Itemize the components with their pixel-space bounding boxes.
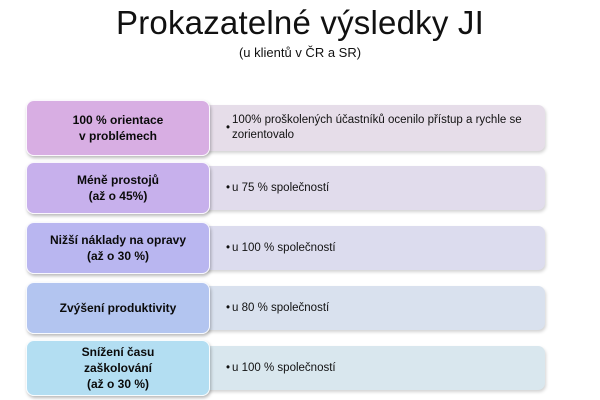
result-description-box: • u 80 % společností (200, 286, 545, 330)
result-description-text: u 100 % společností (232, 241, 336, 254)
result-label-text: Méně prostojů (až o 45%) (76, 173, 159, 203)
result-description-box: • u 100 % společností (200, 346, 545, 390)
result-label-box: Nižší náklady na opravy (až o 30 %) (26, 222, 210, 274)
result-description-text: u 80 % společností (232, 301, 330, 314)
result-description-text: u 75 % společností (232, 181, 330, 194)
result-label-box: Méně prostojů (až o 45%) (26, 162, 210, 214)
result-label-text: Snížení času zaškolování (až o 30 %) (81, 345, 155, 391)
result-description-box: • u 75 % společností (200, 166, 545, 210)
result-label-text: Zvýšení produktivity (59, 301, 177, 315)
result-description-text: 100% proškolených účastníků ocenilo přís… (232, 114, 522, 141)
result-label-box: Snížení času zaškolování (až o 30 %) (26, 340, 210, 396)
result-description-text: u 100 % společností (232, 361, 336, 374)
result-label-text: Nižší náklady na opravy (až o 30 %) (49, 233, 187, 263)
result-label-box: 100 % orientace v problémech (26, 100, 210, 156)
slide-subtitle: (u klientů v ČR a SR) (238, 45, 362, 60)
bullet-glyph: • (226, 301, 231, 314)
bullet-glyph: • (226, 361, 231, 374)
slide-title: Prokazatelné výsledky JI (116, 4, 484, 41)
bullet-glyph: • (226, 181, 231, 194)
bullet-glyph: • (226, 121, 231, 134)
result-label-text: 100 % orientace v problémech (72, 113, 164, 143)
bullet-glyph: • (226, 241, 231, 254)
result-description-box: • 100% proškolených účastníků ocenilo př… (200, 105, 545, 151)
result-label-box: Zvýšení produktivity (26, 282, 210, 334)
result-description-box: • u 100 % společností (200, 226, 545, 270)
